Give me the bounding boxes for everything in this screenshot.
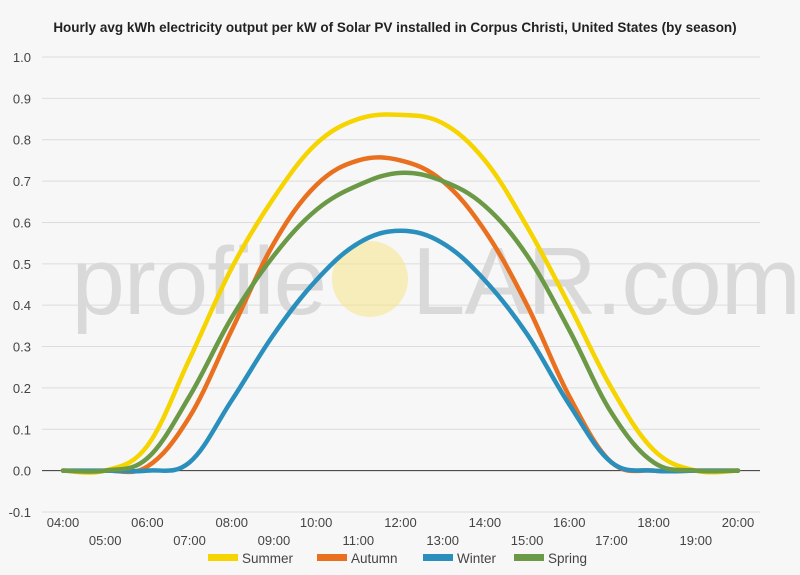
y-tick-label: 0.1 [13, 422, 31, 437]
watermark-text-left: profile [72, 228, 326, 335]
y-tick-label: 0.3 [13, 340, 31, 355]
x-tick-label: 09:00 [258, 533, 291, 548]
y-tick-label: 0.8 [13, 133, 31, 148]
x-tick-label: 05:00 [89, 533, 122, 548]
x-tick-label: 14:00 [469, 515, 502, 530]
watermark-text-right: LAR.com [412, 228, 800, 335]
series-line-summer [60, 112, 741, 475]
y-tick-label: 1.0 [13, 50, 31, 65]
x-tick-label: 07:00 [173, 533, 206, 548]
y-tick-label: 0.5 [13, 257, 31, 272]
x-tick-label: 16:00 [553, 515, 586, 530]
x-axis: 04:00 05:00 06:00 07:00 08:00 09:00 10:00 11:00… [47, 515, 755, 548]
legend-swatch-autumn [317, 554, 347, 561]
legend: Summer Autumn Winter Spring [208, 551, 587, 566]
x-tick-label: 12:00 [384, 515, 417, 530]
watermark-sun [332, 241, 408, 317]
legend-label-autumn: Autumn [351, 551, 398, 566]
series-lines [60, 112, 741, 475]
y-axis: -0.1 0.0 0.1 0.2 0.3 0.4 0.5 0.6 0.7 0.8 0.9 1.0 [9, 50, 31, 520]
y-tick-label: -0.1 [9, 505, 31, 520]
y-tick-label: 0.4 [13, 298, 31, 313]
y-tick-label: 0.7 [13, 174, 31, 189]
x-tick-label: 18:00 [637, 515, 670, 530]
legend-swatch-spring [514, 554, 544, 561]
y-tick-label: 0.0 [13, 464, 31, 479]
y-tick-label: 0.9 [13, 91, 31, 106]
x-tick-label: 06:00 [131, 515, 164, 530]
legend-label-winter: Winter [457, 551, 497, 566]
y-tick-label: 0.6 [13, 215, 31, 230]
x-tick-label: 04:00 [47, 515, 80, 530]
x-tick-label: 10:00 [300, 515, 333, 530]
y-tick-label: 0.2 [13, 381, 31, 396]
x-tick-label: 15:00 [511, 533, 544, 548]
legend-swatch-winter [423, 554, 453, 561]
chart-title: Hourly avg kWh electricity output per kW… [53, 20, 736, 35]
x-tick-label: 19:00 [680, 533, 713, 548]
x-tick-label: 17:00 [595, 533, 628, 548]
x-tick-label: 11:00 [343, 533, 375, 548]
legend-swatch-summer [208, 554, 238, 561]
x-tick-label: 08:00 [215, 515, 248, 530]
series-line-winter [60, 228, 741, 474]
series-line-spring [60, 170, 741, 474]
legend-label-summer: Summer [242, 551, 294, 566]
x-tick-label: 13:00 [426, 533, 459, 548]
legend-label-spring: Spring [548, 551, 587, 566]
watermark: profile LAR.com [72, 228, 800, 335]
x-tick-label: 20:00 [722, 515, 755, 530]
